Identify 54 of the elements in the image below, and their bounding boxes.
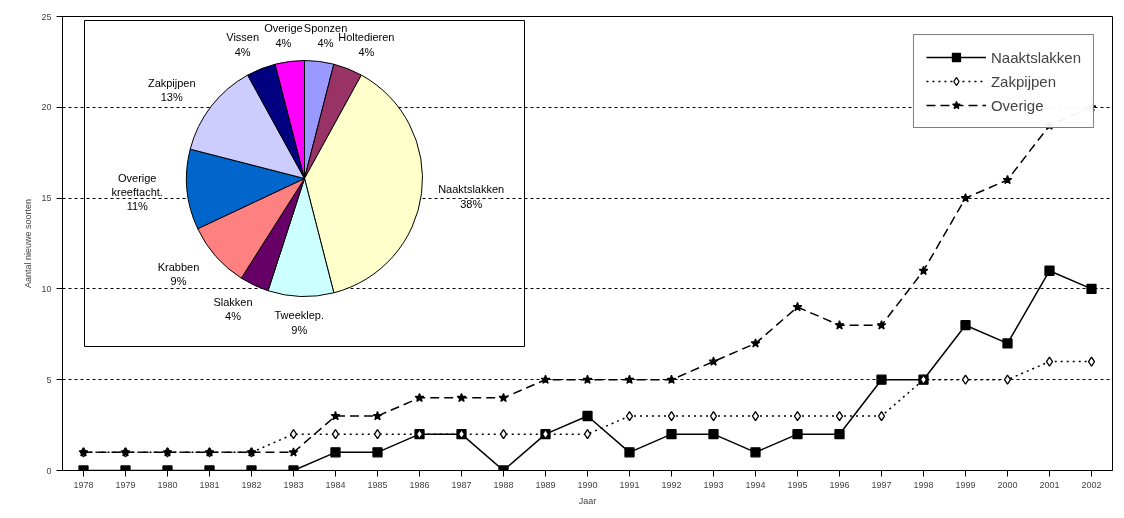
x-tick-label: 2000 <box>997 479 1018 490</box>
y-axis-title: Aantal nieuwe soorten <box>23 198 34 289</box>
x-tick-label: 1997 <box>871 479 892 490</box>
x-tick-label: 1995 <box>787 479 808 490</box>
x-tick-label: 1987 <box>451 479 472 490</box>
slice-label: Naaktslakken <box>438 183 505 196</box>
x-tick-label: 1999 <box>955 479 976 490</box>
x-axis-title: Jaar <box>578 495 597 506</box>
x-tick-label: 1993 <box>703 479 724 490</box>
slice-label: Overige <box>264 22 303 35</box>
x-tick-label: 1978 <box>73 479 94 490</box>
data-label: 11% <box>126 200 149 213</box>
y-tick-label: 25 <box>41 11 52 22</box>
data-label: 4% <box>225 310 242 322</box>
data-label: 9% <box>291 323 308 336</box>
x-tick-label: 1996 <box>829 479 850 490</box>
legend-label: Naaktslakken <box>990 48 1081 66</box>
data-label: 9% <box>170 274 187 287</box>
x-tick-label: 1984 <box>325 479 346 490</box>
slice-label: Vissen <box>226 31 260 44</box>
slice-label: Krabben <box>157 260 200 273</box>
y-tick-label: 20 <box>41 102 52 113</box>
x-tick-label: 1983 <box>283 479 304 490</box>
data-label: 4% <box>275 36 292 49</box>
data-label: 4% <box>234 45 251 58</box>
x-tick-label: 1994 <box>745 479 766 490</box>
x-tick-label: 1990 <box>577 479 598 490</box>
y-tick-label: 5 <box>46 374 52 385</box>
legend-label: Overige <box>990 96 1044 114</box>
x-tick-label: 1998 <box>913 479 934 490</box>
x-tick-label: 1982 <box>241 479 262 490</box>
x-tick-label: 2002 <box>1081 479 1102 490</box>
y-tick-label: 10 <box>41 283 52 294</box>
x-tick-label: 1986 <box>409 479 430 490</box>
x-tick-label: 1980 <box>157 479 178 490</box>
slice-label: Slakken <box>213 295 253 308</box>
slice-label: Overige kreeftacht. <box>111 171 163 199</box>
slice-label: Tweeklep. <box>274 309 324 322</box>
x-tick-label: 1989 <box>535 479 556 490</box>
data-label: 13% <box>160 91 183 104</box>
x-tick-label: 1979 <box>115 479 136 490</box>
x-tick-label: 1988 <box>493 479 514 490</box>
data-label: 4% <box>358 45 375 58</box>
x-tick-label: 1991 <box>619 479 640 490</box>
data-label: 38% <box>460 197 483 210</box>
x-tick-label: 2001 <box>1039 479 1060 490</box>
x-tick-label: 1992 <box>661 479 682 490</box>
y-tick-label: 15 <box>41 193 52 204</box>
data-label: 4% <box>317 36 334 49</box>
legend-label: Zakpijpen <box>990 72 1056 90</box>
y-tick-label: 0 <box>46 465 52 476</box>
x-tick-label: 1985 <box>367 479 388 490</box>
x-tick-label: 1981 <box>199 479 220 490</box>
slice-label: Zakpijpen <box>147 77 196 90</box>
